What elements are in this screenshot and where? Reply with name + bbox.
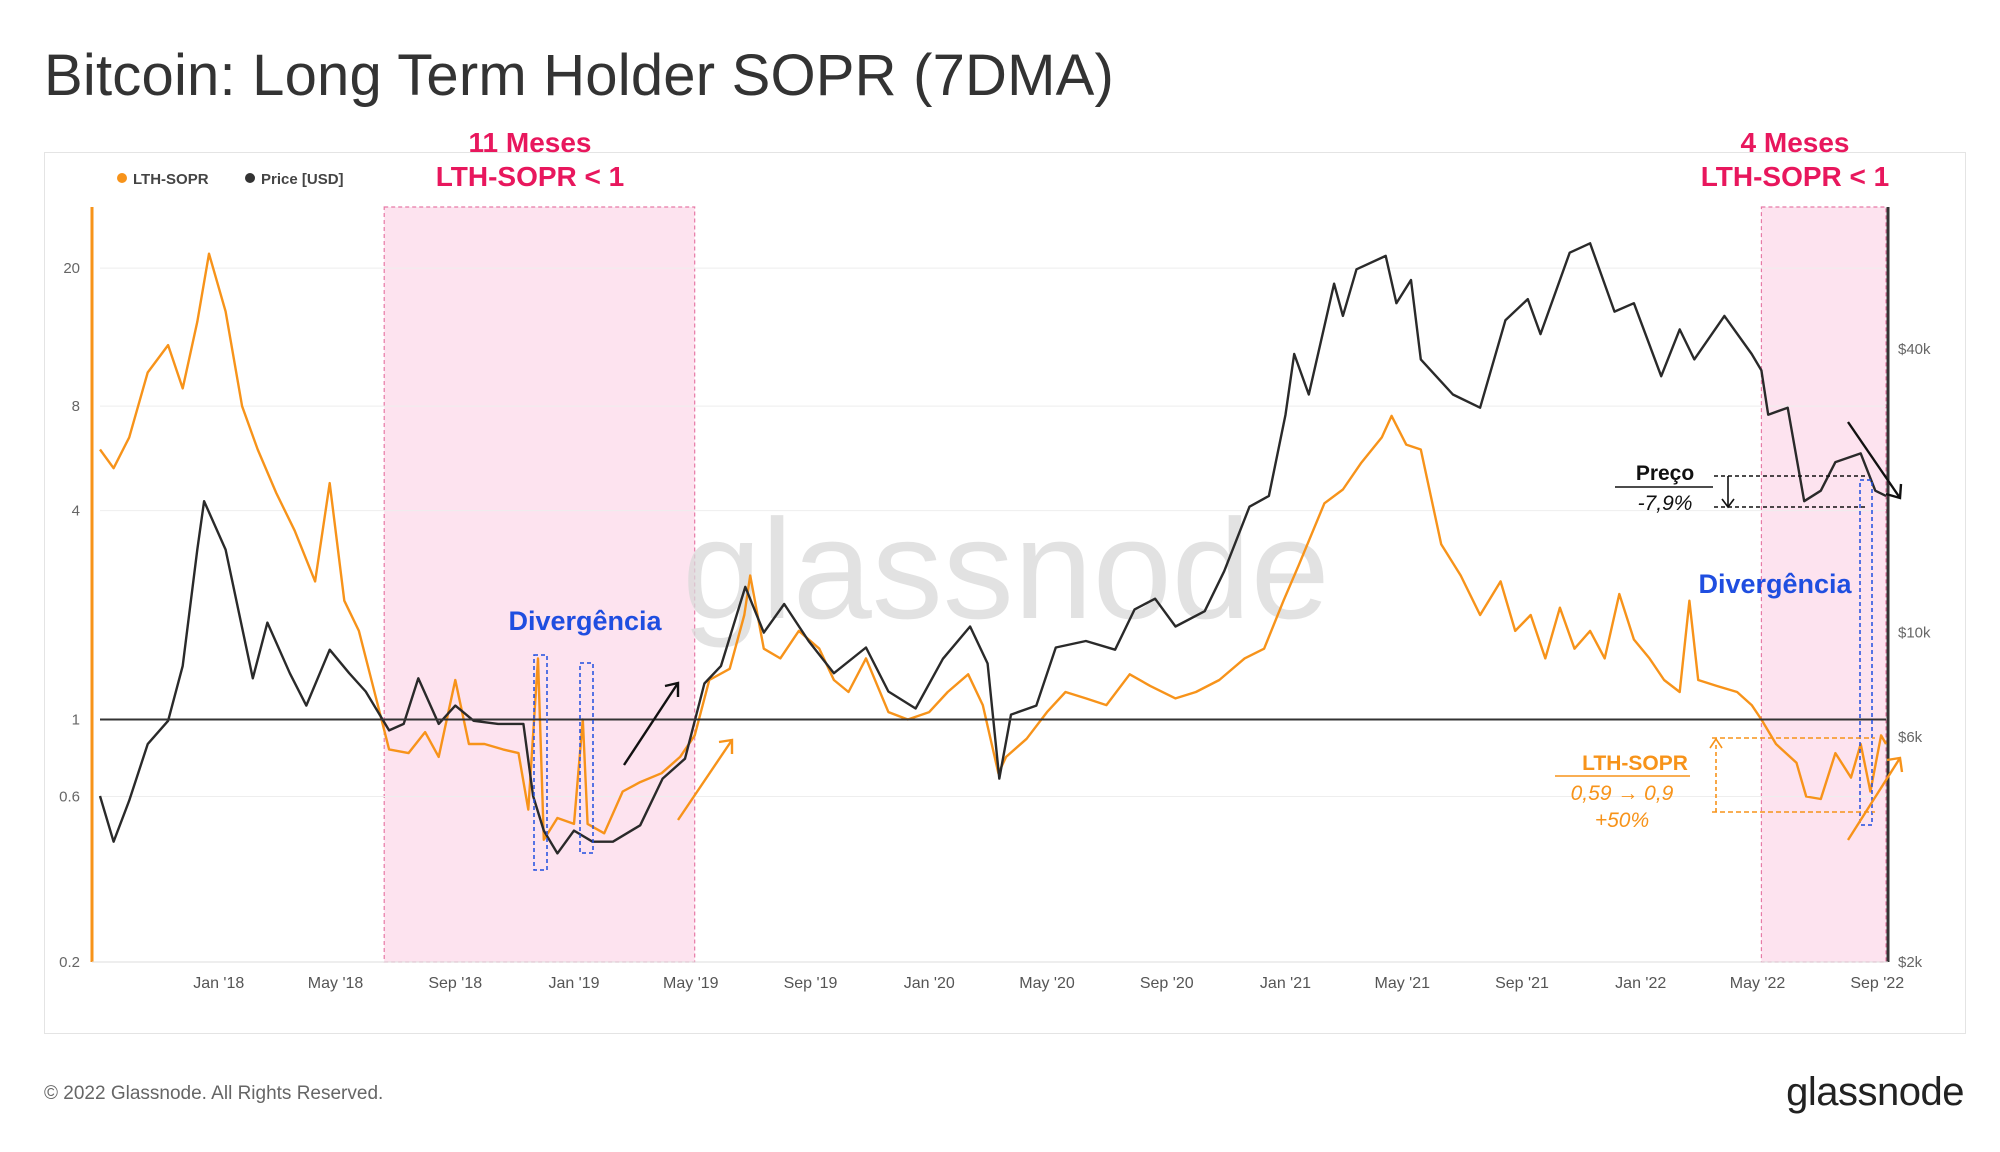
x-tick-label: May '20 — [1019, 975, 1075, 992]
x-tick-label: Jan '22 — [1615, 975, 1666, 992]
price-drop-arrow-head — [1721, 498, 1735, 509]
price-change-title: Preço — [1636, 462, 1694, 485]
divergence-box-1b — [579, 662, 594, 854]
x-tick-label: May '18 — [308, 975, 364, 992]
sopr-change-value: 0,59 → 0,9 — [1571, 782, 1674, 805]
legend-sopr-swatch — [117, 173, 127, 183]
price-change-value: -7,9% — [1638, 492, 1693, 515]
shade-period-2 — [1760, 206, 1887, 963]
y-left-ticks: 0.2 0.6 1 4 8 20 — [59, 260, 80, 971]
period1-title-line2: LTH-SOPR < 1 — [436, 161, 625, 192]
y-left-tick-label: 4 — [72, 503, 80, 520]
y-right-tick-label: $6k — [1898, 729, 1923, 746]
page-title: Bitcoin: Long Term Holder SOPR (7DMA) — [44, 43, 1115, 108]
period2-title-line1: 4 Meses — [1741, 127, 1850, 158]
arrow-head-price-down-2 — [1885, 483, 1903, 500]
y-right-tick-label: $10k — [1898, 625, 1931, 642]
x-tick-label: Sep '21 — [1495, 975, 1549, 992]
divergence-label-2: Divergência — [1698, 569, 1852, 599]
watermark: glassnode — [682, 490, 1329, 649]
x-tick-label: Sep '20 — [1140, 975, 1194, 992]
arrow-head-sopr-up-1 — [718, 738, 734, 754]
period1-title-line1: 11 Meses — [469, 127, 592, 158]
x-tick-label: Jan '20 — [904, 975, 955, 992]
y-left-tick-label: 8 — [72, 398, 80, 415]
glassnode-logo: glassnode — [1786, 1070, 1964, 1114]
x-tick-label: Jan '21 — [1260, 975, 1311, 992]
x-tick-label: Jan '18 — [193, 975, 244, 992]
y-left-tick-label: 20 — [63, 260, 80, 277]
arrow-sopr-up-1 — [677, 739, 733, 821]
y-right-tick-label: $2k — [1898, 954, 1923, 971]
arrow-price-up-1 — [622, 682, 680, 766]
period2-title-line2: LTH-SOPR < 1 — [1701, 161, 1890, 192]
arrow-head-sopr-up-2 — [1886, 756, 1904, 773]
sopr-rise-arrow-head — [1709, 737, 1723, 749]
series-line-price — [98, 242, 1887, 855]
series-line-lth-sopr — [99, 252, 1888, 841]
arrow-price-down-2 — [1847, 421, 1901, 499]
y-right-ticks: $2k $6k $10k $40k — [1898, 341, 1931, 971]
y-left-tick-label: 0.6 — [59, 788, 80, 805]
chart-card — [44, 152, 1966, 1034]
copyright-notice: © 2022 Glassnode. All Rights Reserved. — [44, 1083, 384, 1104]
legend-price-label: Price [USD] — [261, 171, 344, 188]
legend: LTH-SOPR Price [USD] — [117, 171, 344, 188]
arrow-head-price-up-1 — [664, 681, 680, 697]
x-tick-label: Sep '22 — [1850, 975, 1904, 992]
x-tick-label: May '19 — [663, 975, 719, 992]
y-left-tick-label: 1 — [72, 711, 80, 728]
sopr-change-pct: +50% — [1595, 809, 1649, 832]
arrow-sopr-up-2 — [1846, 757, 1902, 841]
x-tick-label: May '22 — [1730, 975, 1786, 992]
x-tick-label: May '21 — [1375, 975, 1431, 992]
y-right-tick-label: $40k — [1898, 341, 1931, 358]
x-tick-label: Sep '18 — [428, 975, 482, 992]
divergence-box-2 — [1859, 479, 1873, 826]
x-tick-label: Sep '19 — [784, 975, 838, 992]
divergence-box-1a — [533, 654, 548, 871]
x-ticks: Jan '18 May '18 Sep '18 Jan '19 May '19 Sep '… — [193, 975, 1904, 992]
y-left-tick-label: 0.2 — [59, 954, 80, 971]
divergence-label-1: Divergência — [508, 606, 662, 636]
x-tick-label: Jan '19 — [548, 975, 599, 992]
legend-sopr-label: LTH-SOPR — [133, 171, 209, 188]
shade-period-1 — [383, 206, 696, 963]
legend-price-swatch — [245, 173, 255, 183]
sopr-change-title: LTH-SOPR — [1582, 752, 1688, 775]
